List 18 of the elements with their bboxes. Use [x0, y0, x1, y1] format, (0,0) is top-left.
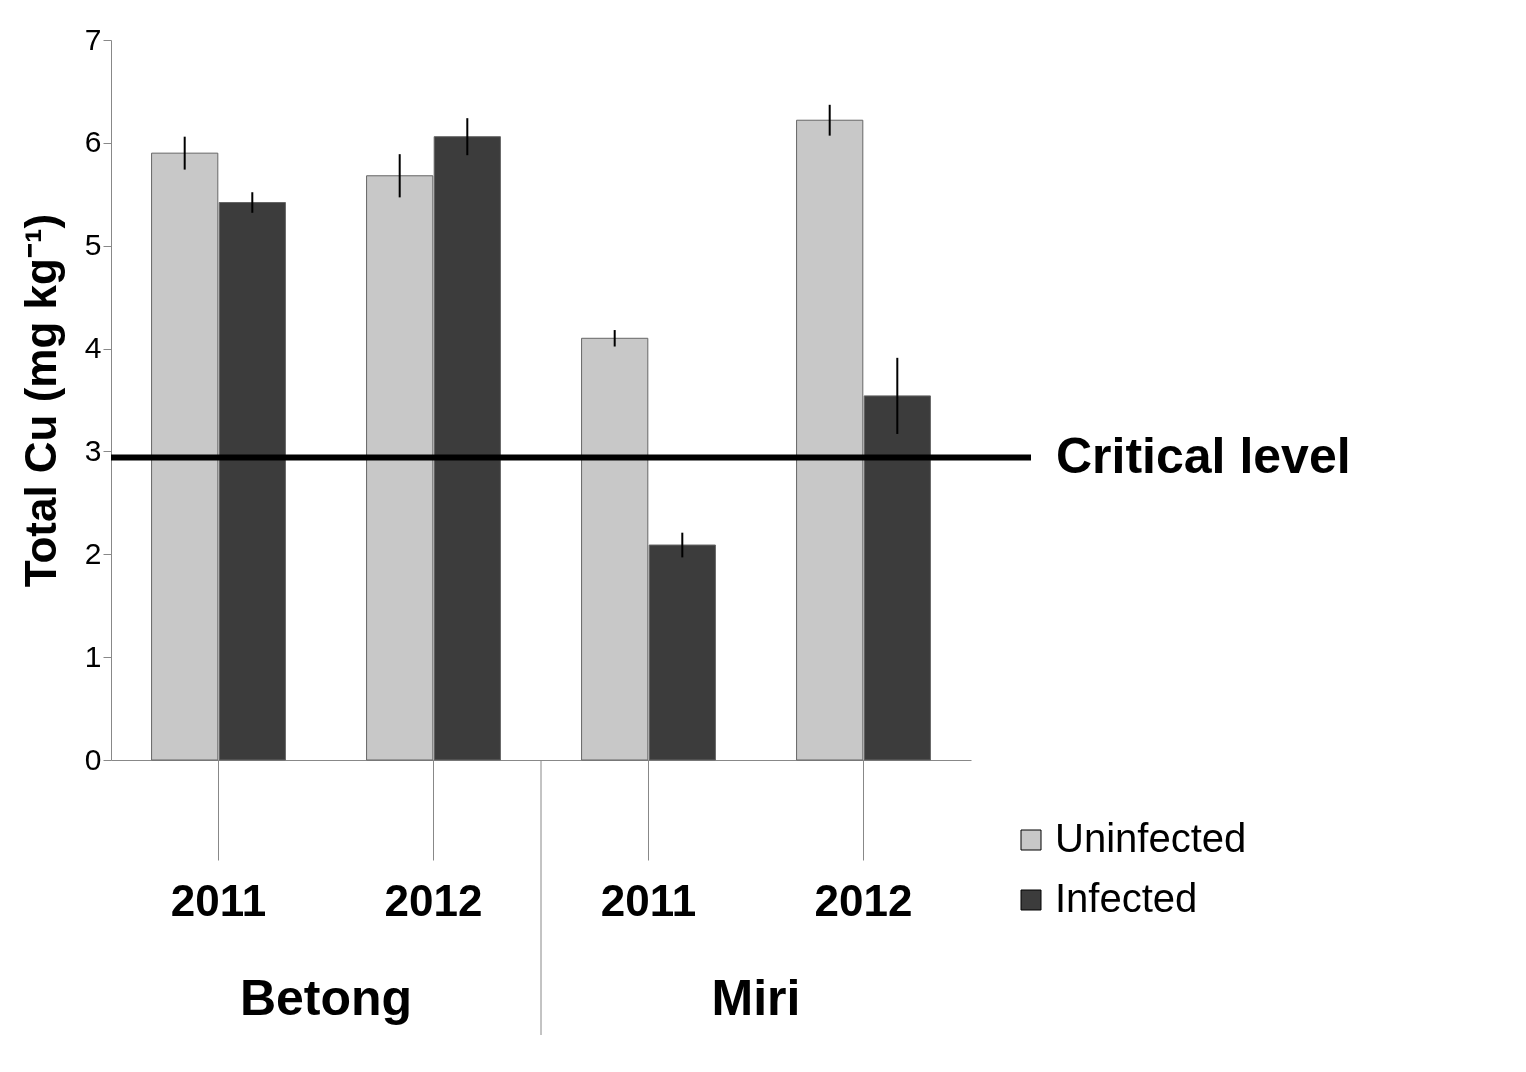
x-tick-label: 2011 — [600, 875, 697, 925]
x-tick-label: 2012 — [384, 875, 483, 925]
y-tick-label: 7 — [84, 22, 102, 56]
y-axis-title: Total Cu (mg kg⁻¹) — [15, 213, 65, 588]
text: Betong — [239, 970, 413, 1026]
y-tick-label: 6 — [84, 125, 102, 159]
x-tick-label: 2012 — [814, 875, 913, 925]
legend-label: Uninfected — [1055, 816, 1247, 860]
text: Miri — [711, 970, 801, 1026]
y-tick-label: 2 — [84, 536, 102, 570]
x-tick-label: 2011 — [170, 875, 267, 925]
y-tick-label: 0 — [84, 742, 102, 776]
legend-label: Infected — [1055, 876, 1198, 920]
y-tick-label: 4 — [84, 331, 102, 365]
y-tick-label: 5 — [84, 228, 102, 262]
y-tick-label: 3 — [84, 433, 102, 467]
ref-line-label: Critical level — [1056, 427, 1351, 484]
y-tick-label: 1 — [84, 639, 102, 673]
